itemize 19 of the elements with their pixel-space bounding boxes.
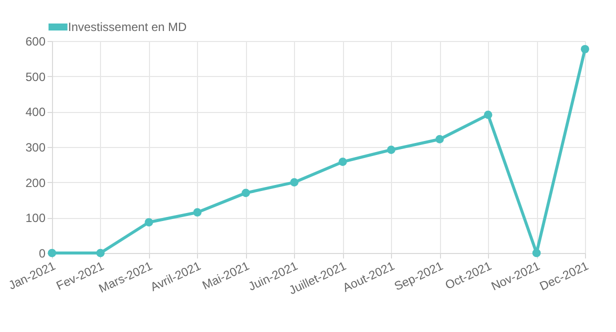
y-tick-label: 600 [25,34,46,48]
y-tick-label: 400 [25,105,46,120]
point [144,218,154,226]
legend-label: Investissement en MD [68,20,188,34]
point [242,188,250,198]
y-tick-label: 200 [25,176,46,190]
y-tick-label: 0 [38,246,46,260]
point [96,248,105,258]
point [532,248,541,258]
y-tick-label: 500 [25,70,46,84]
point [435,135,444,144]
point [193,208,202,217]
point [290,178,298,187]
point [484,110,492,120]
y-tick-label: 100 [25,211,46,226]
y-tick-label: 300 [25,140,46,154]
point [387,146,396,154]
point [580,44,590,54]
point [338,158,347,166]
